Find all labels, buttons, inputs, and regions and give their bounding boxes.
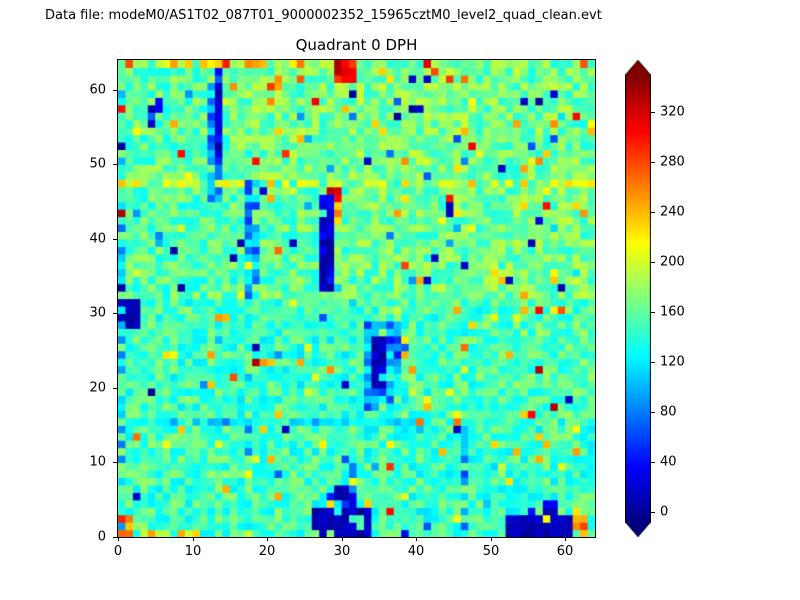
plot-title: Quadrant 0 DPH (295, 36, 418, 54)
colorbar-tick-mark (651, 362, 655, 363)
colorbar-tick-label: 240 (660, 204, 685, 220)
x-tick-label: 0 (113, 544, 123, 559)
colorbar-tick-mark (651, 162, 655, 163)
y-tick-label: 10 (89, 454, 106, 470)
heatmap (118, 60, 595, 537)
y-tick-mark (113, 239, 117, 240)
x-tick-label: 40 (407, 544, 425, 559)
y-tick-mark (113, 164, 117, 165)
colorbar-tick-mark (651, 312, 655, 313)
y-tick-label: 40 (89, 231, 106, 247)
y-tick-label: 0 (97, 529, 106, 545)
y-tick-mark (113, 388, 117, 389)
y-tick-mark (113, 537, 117, 538)
x-tick-label: 10 (184, 544, 202, 559)
colorbar-tick-mark (651, 512, 655, 513)
x-tick-label: 30 (333, 544, 351, 559)
y-tick-label: 20 (89, 380, 106, 396)
x-tick-mark (565, 537, 566, 541)
x-tick-mark (118, 537, 119, 541)
x-tick-mark (267, 537, 268, 541)
colorbar-tick-mark (651, 262, 655, 263)
x-tick-label: 60 (556, 544, 574, 559)
colorbar-tick-mark (651, 212, 655, 213)
colorbar-tick-label: 0 (660, 504, 669, 520)
x-tick-mark (342, 537, 343, 541)
x-tick-label: 50 (482, 544, 500, 559)
colorbar-tick-mark (651, 412, 655, 413)
colorbar-tick-label: 40 (660, 454, 677, 470)
x-tick-label: 20 (258, 544, 276, 559)
colorbar-tick-mark (651, 462, 655, 463)
y-tick-label: 60 (89, 82, 106, 98)
colorbar-tick-label: 200 (660, 254, 685, 270)
y-tick-mark (113, 90, 117, 91)
y-tick-mark (113, 462, 117, 463)
x-tick-mark (416, 537, 417, 541)
colorbar-tick-label: 120 (660, 354, 685, 370)
y-tick-mark (113, 313, 117, 314)
colorbar-tick-label: 160 (660, 304, 685, 320)
y-tick-label: 50 (89, 156, 106, 172)
y-tick-label: 30 (89, 305, 106, 321)
colorbar (625, 60, 651, 537)
colorbar-tick-mark (651, 112, 655, 113)
colorbar-tick-label: 80 (660, 404, 677, 420)
data-file-label: Data file: modeM0/AS1T02_087T01_90000023… (45, 8, 602, 23)
x-tick-mark (193, 537, 194, 541)
x-tick-mark (491, 537, 492, 541)
colorbar-tick-label: 280 (660, 154, 685, 170)
colorbar-tick-label: 320 (660, 104, 685, 120)
